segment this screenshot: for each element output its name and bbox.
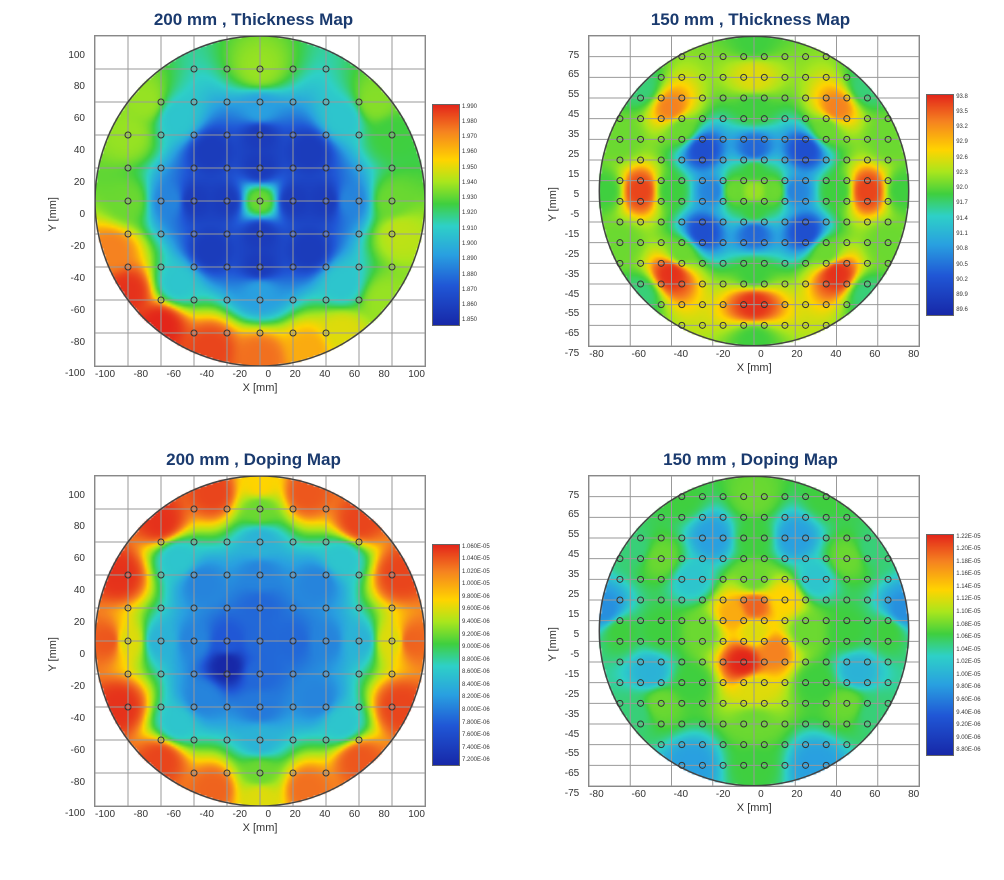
- chart-title: 150 mm , Doping Map: [663, 450, 838, 470]
- x-axis-label: X [mm]: [243, 382, 278, 394]
- x-axis-label: X [mm]: [737, 362, 772, 374]
- chart-title: 200 mm , Doping Map: [166, 450, 341, 470]
- chart-title: 200 mm , Thickness Map: [154, 10, 353, 30]
- y-axis-label: Y [mm]: [47, 197, 59, 232]
- chart-title: 150 mm , Thickness Map: [651, 10, 850, 30]
- panel-150-thickness: 150 mm , Thickness Map Y [mm] -75-65-55-45…: [507, 10, 994, 430]
- colorbar: 93.893.593.292.992.692.392.091.791.491.1…: [926, 94, 954, 316]
- x-axis-ticks: -100-80-60-40-20020406080100: [95, 809, 425, 820]
- colorbar: 1.9901.9801.9701.9601.9501.9401.9301.920…: [432, 104, 460, 326]
- x-axis-label: X [mm]: [737, 802, 772, 814]
- x-axis-ticks: -80-60-40-20020406080: [589, 349, 919, 360]
- panel-150-doping: 150 mm , Doping Map Y [mm] -75-65-55-45-35…: [507, 450, 994, 870]
- y-axis-label: Y [mm]: [47, 637, 59, 672]
- figure-grid: 200 mm , Thickness Map Y [mm] -100-80-60-4…: [10, 10, 994, 870]
- x-axis-ticks: -80-60-40-20020406080: [589, 789, 919, 800]
- wafer-heatmap: [588, 475, 920, 787]
- y-axis-ticks: -75-65-55-45-35-25-15-5515253545556575: [565, 490, 579, 800]
- y-axis-label: Y [mm]: [547, 627, 559, 662]
- x-axis-label: X [mm]: [243, 822, 278, 834]
- wafer-heatmap: [94, 35, 426, 367]
- wafer-heatmap: [94, 475, 426, 807]
- wafer-heatmap: [588, 35, 920, 347]
- y-axis-label: Y [mm]: [547, 187, 559, 222]
- colorbar: 1.060E-051.040E-051.020E-051.000E-059.80…: [432, 544, 460, 766]
- colorbar: 1.22E-051.20E-051.18E-051.16E-051.14E-05…: [926, 534, 954, 756]
- y-axis-ticks: -100-80-60-40-20020406080100: [65, 490, 85, 820]
- x-axis-ticks: -100-80-60-40-20020406080100: [95, 369, 425, 380]
- y-axis-ticks: -100-80-60-40-20020406080100: [65, 50, 85, 380]
- panel-200-thickness: 200 mm , Thickness Map Y [mm] -100-80-60-4…: [10, 10, 497, 430]
- panel-200-doping: 200 mm , Doping Map Y [mm] -100-80-60-40-2…: [10, 450, 497, 870]
- y-axis-ticks: -75-65-55-45-35-25-15-5515253545556575: [565, 50, 579, 360]
